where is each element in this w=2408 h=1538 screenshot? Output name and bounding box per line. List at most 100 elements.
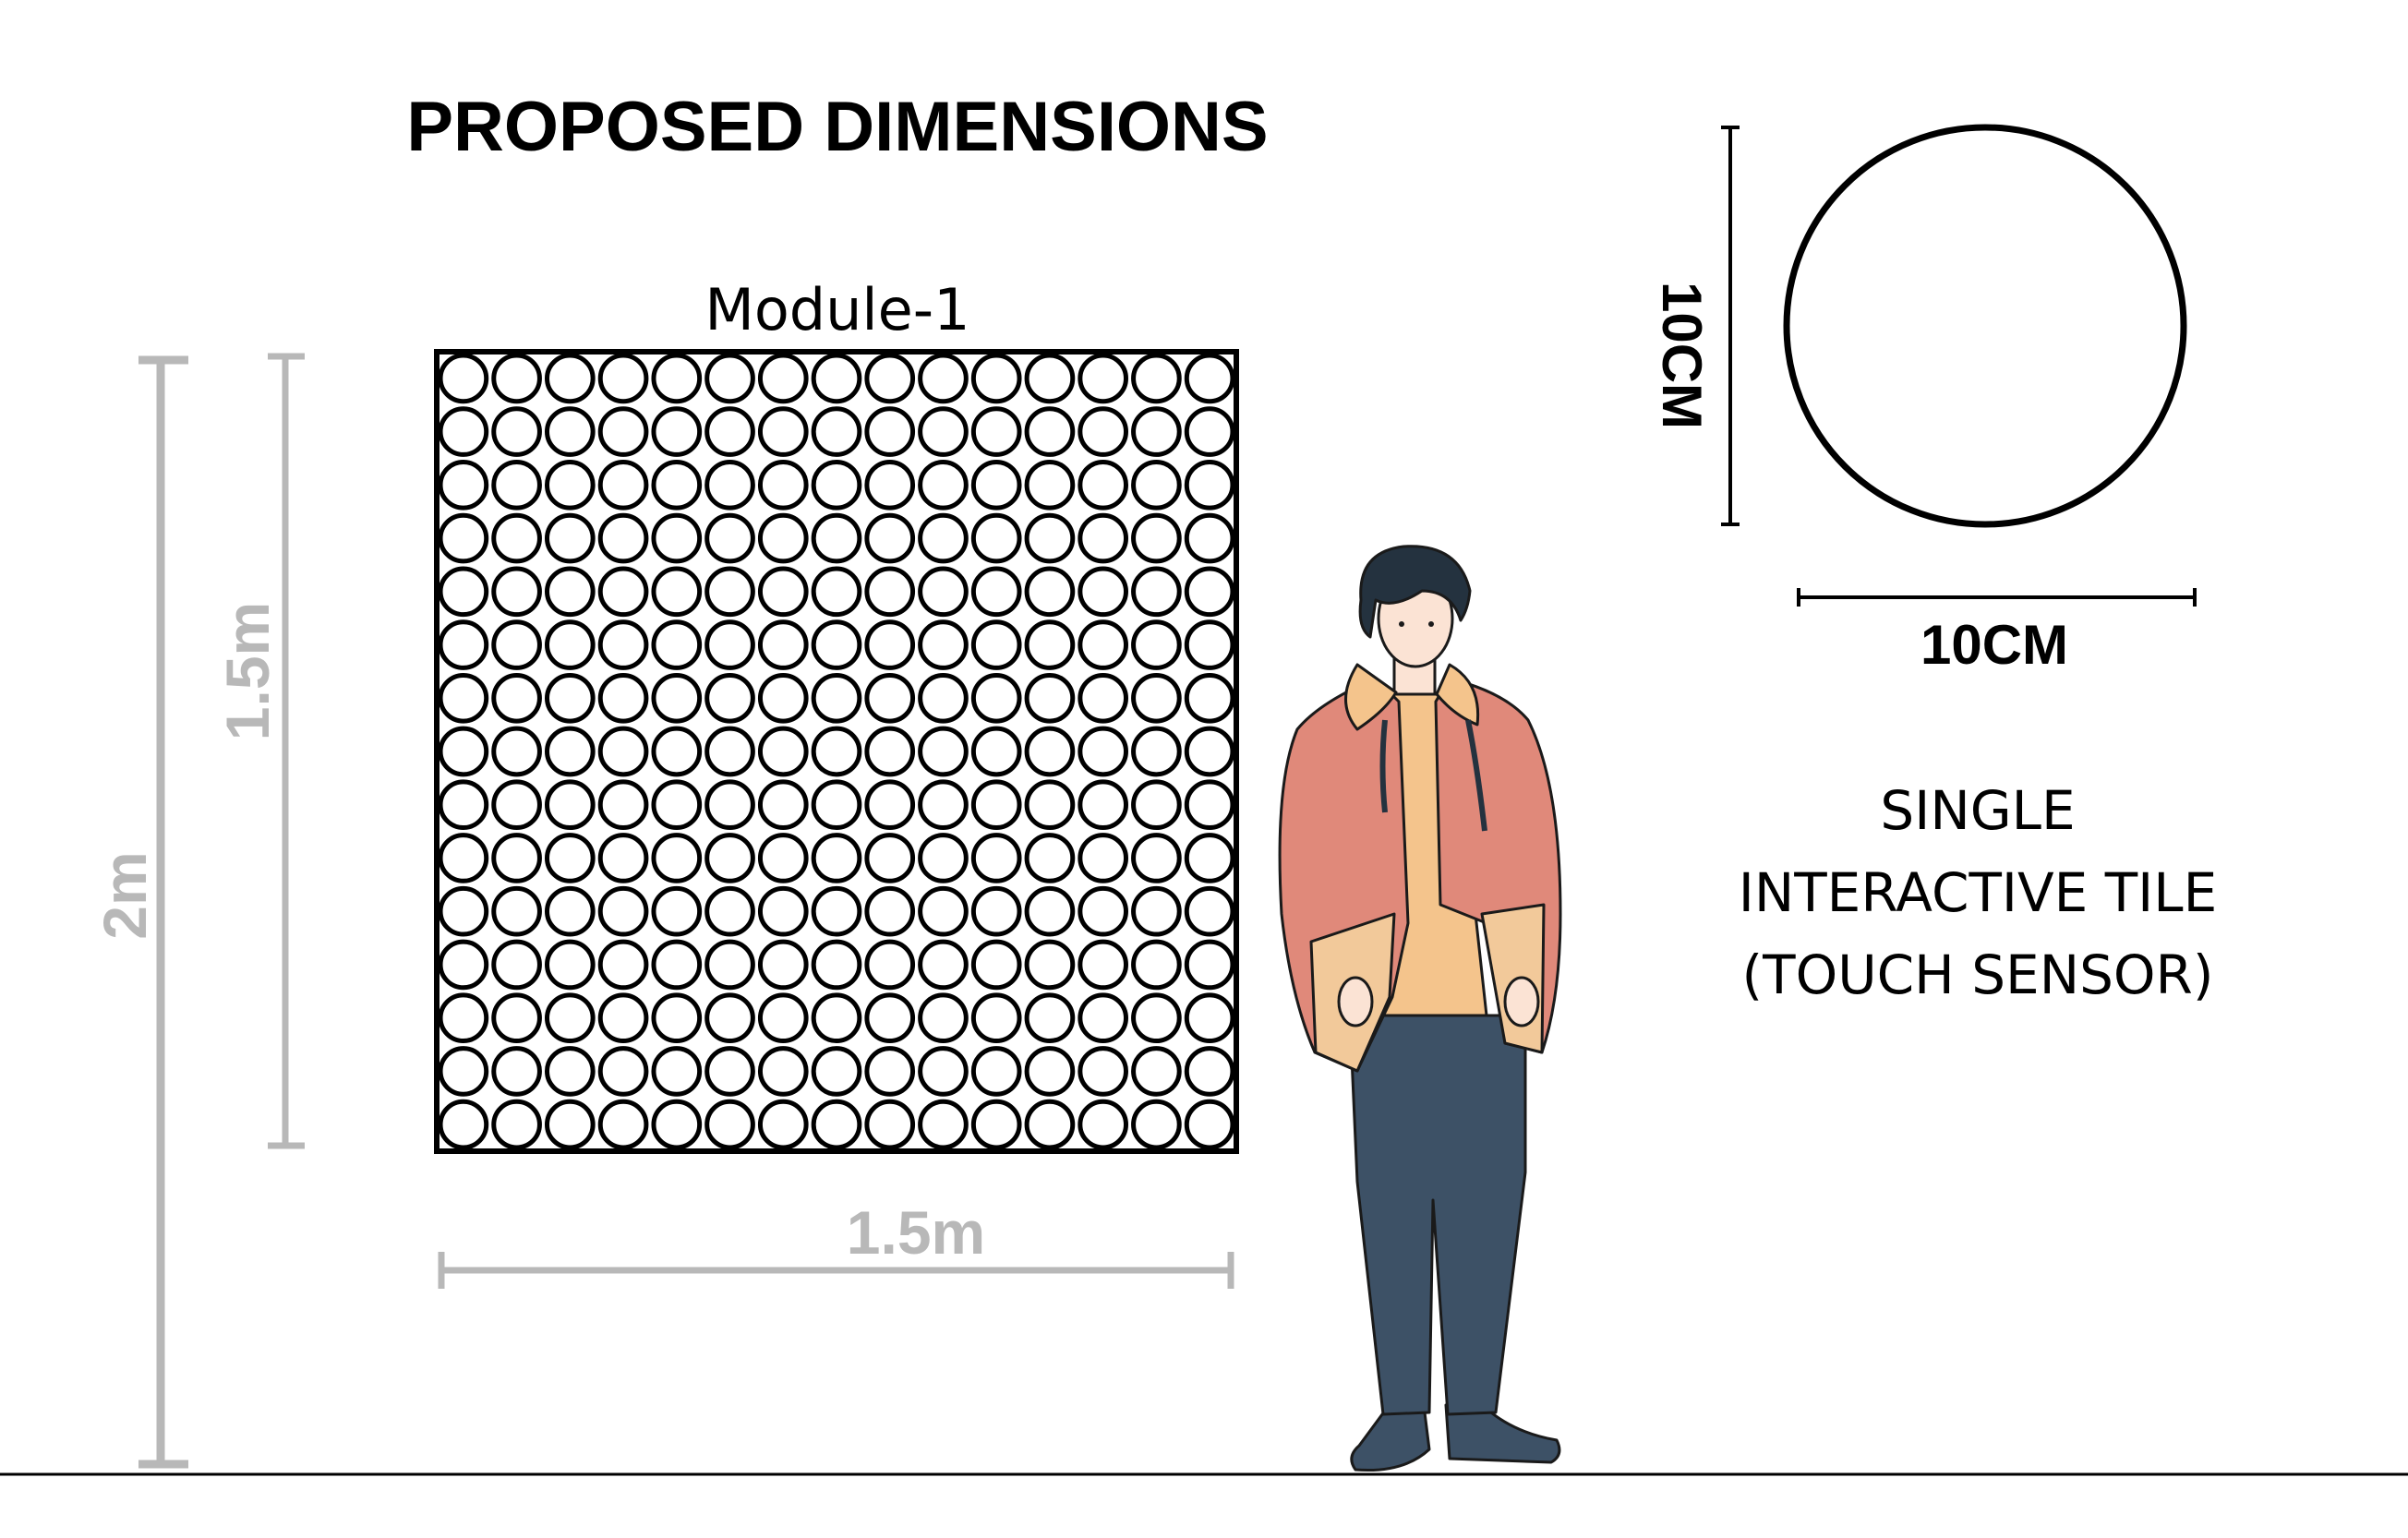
tile-circle: [811, 992, 862, 1044]
tile-circle: [545, 672, 596, 724]
tile-circle: [757, 726, 809, 777]
module-width-dimension: [438, 1252, 1234, 1289]
tile-circle: [757, 619, 809, 670]
tile-circle: [1131, 885, 1182, 937]
tile-circle: [864, 406, 916, 457]
tile-circle: [651, 939, 703, 991]
right-eye: [1428, 621, 1434, 627]
tile-circle: [918, 833, 969, 883]
tile-circle: [651, 512, 703, 564]
tile-circle: [704, 672, 755, 724]
tile-description-line-2: INTERACTIVE TILE: [1739, 861, 2217, 924]
tile-circle: [1184, 619, 1235, 670]
tile-circle: [757, 779, 809, 831]
tile-circle: [1184, 353, 1235, 404]
tile-circle: [970, 406, 1022, 457]
tile-circle: [970, 460, 1022, 511]
person-illustration: [1278, 545, 1562, 1472]
tile-circle: [970, 1099, 1022, 1150]
tile-circle: [1131, 619, 1182, 670]
tile-circle: [491, 672, 542, 724]
tile-circle: [757, 833, 809, 883]
tile-circle: [1078, 779, 1129, 831]
tile-circle: [597, 939, 649, 991]
tile-circle: [545, 992, 596, 1044]
tile-circle: [811, 833, 862, 883]
tile-circle: [438, 566, 489, 618]
tile-circle: [491, 885, 542, 937]
tile-circle: [597, 619, 649, 670]
tile-circle: [864, 726, 916, 777]
tile-circle: [811, 566, 862, 618]
tile-circle: [918, 726, 969, 777]
tile-circle: [491, 353, 542, 404]
tile-circle: [704, 726, 755, 777]
tile-circle: [1024, 566, 1076, 618]
tile-circle: [1024, 1099, 1076, 1150]
tile-circle: [491, 992, 542, 1044]
tile-circle: [651, 406, 703, 457]
tile-circle: [864, 885, 916, 937]
tile-circle: [1131, 353, 1182, 404]
tile-circle: [438, 619, 489, 670]
tile-circle: [864, 353, 916, 404]
tile-circle: [438, 460, 489, 511]
tile-circle: [597, 992, 649, 1044]
page-title: PROPOSED DIMENSIONS: [406, 88, 1268, 166]
tile-circle: [545, 939, 596, 991]
tile-circle: [438, 1099, 489, 1150]
tile-circle: [1078, 406, 1129, 457]
tile-circle: [597, 1046, 649, 1097]
tile-circle: [1078, 460, 1129, 511]
tile-circle: [1131, 726, 1182, 777]
tile-circle: [1184, 992, 1235, 1044]
tile-circle: [1131, 833, 1182, 883]
tile-circle: [1024, 406, 1076, 457]
tile-circle: [757, 566, 809, 618]
tile-circle: [918, 512, 969, 564]
tile-circle: [811, 779, 862, 831]
left-hand: [1337, 976, 1374, 1027]
tile-circle: [1024, 512, 1076, 564]
tile-circle: [597, 353, 649, 404]
tile-circle: [1024, 353, 1076, 404]
tile-circle: [704, 1099, 755, 1150]
tile-circle: [757, 406, 809, 457]
tile-circle: [704, 992, 755, 1044]
tile-circle: [757, 939, 809, 991]
tile-circle: [811, 1046, 862, 1097]
tile-circle: [1078, 992, 1129, 1044]
tile-circle: [545, 460, 596, 511]
tile-circle: [545, 833, 596, 883]
tile-circle: [651, 779, 703, 831]
tile-circle: [1184, 512, 1235, 564]
tile-circle: [1078, 512, 1129, 564]
tile-circle: [1131, 1099, 1182, 1150]
tile-circle: [864, 619, 916, 670]
tile-circle: [918, 779, 969, 831]
tile-circle: [438, 406, 489, 457]
tile-circle: [491, 939, 542, 991]
tile-circle: [811, 885, 862, 937]
tile-circle: [1024, 992, 1076, 1044]
tile-circle: [491, 619, 542, 670]
tile-circle: [704, 1046, 755, 1097]
tile-circle: [1184, 833, 1235, 883]
tile-circle: [811, 460, 862, 511]
tile-circle: [918, 406, 969, 457]
tile-circle: [864, 1046, 916, 1097]
tile-circle: [1184, 885, 1235, 937]
tile-circle: [704, 460, 755, 511]
tile-circle: [545, 779, 596, 831]
total-height-label: 2m: [90, 851, 159, 939]
tile-circle: [757, 672, 809, 724]
tile-circle: [1024, 939, 1076, 991]
tile-circle: [811, 619, 862, 670]
tile-circle: [597, 779, 649, 831]
tile-circle: [757, 1046, 809, 1097]
tile-circle: [864, 939, 916, 991]
tile-circle: [438, 939, 489, 991]
tile-circle: [970, 512, 1022, 564]
tile-circle: [545, 885, 596, 937]
tile-circle: [970, 939, 1022, 991]
